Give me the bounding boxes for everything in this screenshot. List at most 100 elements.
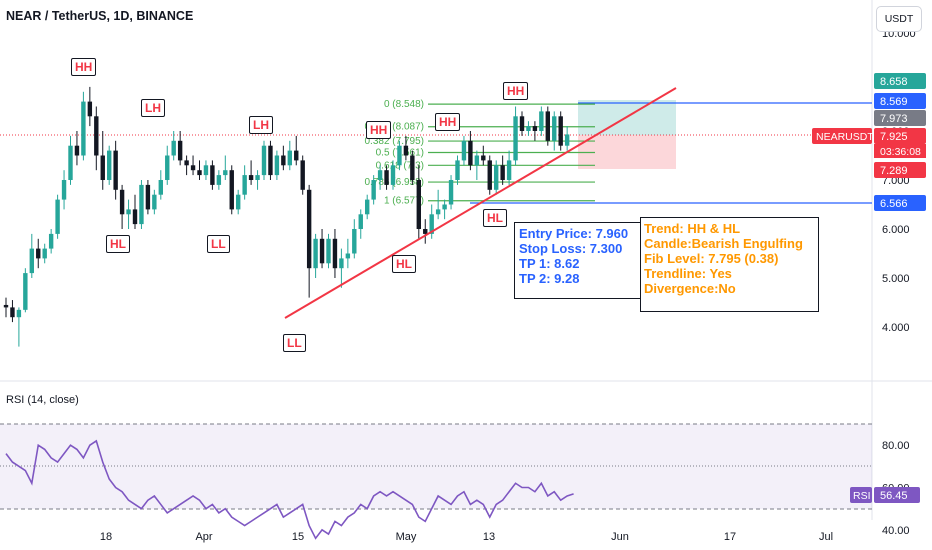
candle-body <box>68 145 73 180</box>
candle-body <box>3 304 9 308</box>
structure-label-hh: HH <box>435 113 461 131</box>
candle-body <box>468 140 473 166</box>
fib-label: 0.236 (8.087) <box>365 122 425 133</box>
candle-body <box>306 189 312 269</box>
trade-setup-box: Entry Price: 7.960 Stop Loss: 7.300 TP 1… <box>514 222 651 299</box>
candle-body <box>87 101 93 117</box>
fib-label: 0 (8.548) <box>384 99 424 110</box>
structure-label-lh: LH <box>249 116 273 134</box>
candle-body <box>100 155 105 180</box>
candle-body <box>300 160 305 190</box>
entry-price: Entry Price: 7.960 <box>519 226 629 241</box>
candle-body <box>384 170 389 185</box>
candle-body <box>16 309 22 318</box>
candle-body <box>345 253 351 259</box>
price-tag-bg <box>874 73 926 89</box>
price-tag-text: 8.658 <box>880 76 908 88</box>
candle-body <box>236 194 241 210</box>
candle-body <box>500 165 505 180</box>
trendline-text: Trendline: Yes <box>644 266 732 281</box>
y-tick-label: 5.000 <box>882 273 910 285</box>
candle-body <box>397 145 402 166</box>
candle-body <box>210 165 215 185</box>
trendline[interactable] <box>284 87 677 319</box>
candle-body <box>442 204 447 210</box>
take-profit-2: TP 2: 9.28 <box>519 271 580 286</box>
candle-body <box>126 209 131 215</box>
price-tag-bg <box>874 195 926 211</box>
symbol-tag-bg <box>812 128 872 144</box>
structure-label-hh: HH <box>503 82 529 100</box>
candle-body <box>352 229 357 254</box>
x-tick-label: Jul <box>819 531 833 543</box>
candle-body <box>390 165 396 185</box>
structure-label-hl: HL <box>392 255 416 273</box>
candle-body <box>513 116 518 161</box>
x-tick-label: 15 <box>292 531 304 543</box>
rsi-tag-text: RSI <box>853 490 871 502</box>
candle-body <box>177 140 183 161</box>
price-tag-bg <box>874 93 926 109</box>
price-tag-text: 7.289 <box>880 165 908 177</box>
candle-body <box>48 233 54 249</box>
structure-label-hl: HL <box>106 235 130 253</box>
candle-body <box>313 238 318 269</box>
candle-body <box>564 134 570 146</box>
trend-text: Trend: HH & HL <box>644 221 741 236</box>
candle-body <box>474 155 480 166</box>
candle-body <box>29 248 34 274</box>
price-tag-text: 7.973 <box>880 113 908 125</box>
candle-body <box>526 126 531 131</box>
candle-body <box>119 189 125 215</box>
price-tag-bg <box>874 110 926 126</box>
candle-body <box>487 160 492 190</box>
price-tag-text: 03:36:08 <box>880 146 921 158</box>
price-tag-text: 8.569 <box>880 96 908 108</box>
candle-body <box>94 116 99 156</box>
candle-body <box>171 140 176 156</box>
symbol-tag-text: NEARUSDT <box>816 131 874 143</box>
candle-body <box>455 160 460 180</box>
candle-body <box>242 175 247 195</box>
candle-body <box>145 184 151 210</box>
x-tick-label: May <box>396 531 417 543</box>
candle-body <box>339 258 344 269</box>
x-tick-label: 13 <box>483 531 495 543</box>
candle-body <box>55 199 60 234</box>
price-tag-bg <box>874 144 926 158</box>
candle-body <box>552 116 557 141</box>
rsi-indicator-label[interactable]: RSI (14, close) <box>6 394 79 406</box>
candle-body <box>10 307 15 318</box>
candle-body <box>248 175 254 180</box>
x-tick-label: 17 <box>724 531 736 543</box>
structure-label-hh: HH <box>71 58 97 76</box>
currency-button[interactable]: USDT <box>876 6 922 32</box>
structure-label-ll: LL <box>283 334 306 352</box>
candle-body <box>203 165 209 176</box>
candle-body <box>461 140 467 161</box>
candle-body <box>358 214 363 229</box>
candle-body <box>326 238 331 264</box>
candle-body <box>274 155 280 176</box>
candles <box>3 86 570 347</box>
candle-body <box>197 170 202 176</box>
take-profit-1: TP 1: 8.62 <box>519 256 580 271</box>
candle-body <box>429 214 434 234</box>
x-tick-label: 18 <box>100 531 112 543</box>
stop-loss: Stop Loss: 7.300 <box>519 241 623 256</box>
fib-label: 0.382 (7.795) <box>365 136 425 147</box>
candle-body <box>435 209 441 215</box>
candle-body <box>23 273 28 310</box>
x-axis-ticks: 18 Apr 15 May 13 Jun 17 Jul <box>100 531 833 543</box>
candle-body <box>481 155 486 161</box>
candle-body <box>448 180 454 205</box>
candle-text: Candle:Bearish Engulfing <box>644 236 803 251</box>
rsi-tag-bg <box>850 487 872 504</box>
candle-body <box>294 150 299 161</box>
fib-label: 1 (6.577) <box>384 196 424 207</box>
candle-body <box>132 209 138 225</box>
candle-body <box>403 145 409 156</box>
divergence-text: Divergence:No <box>644 281 736 296</box>
y-tick-label: 4.000 <box>882 322 910 334</box>
